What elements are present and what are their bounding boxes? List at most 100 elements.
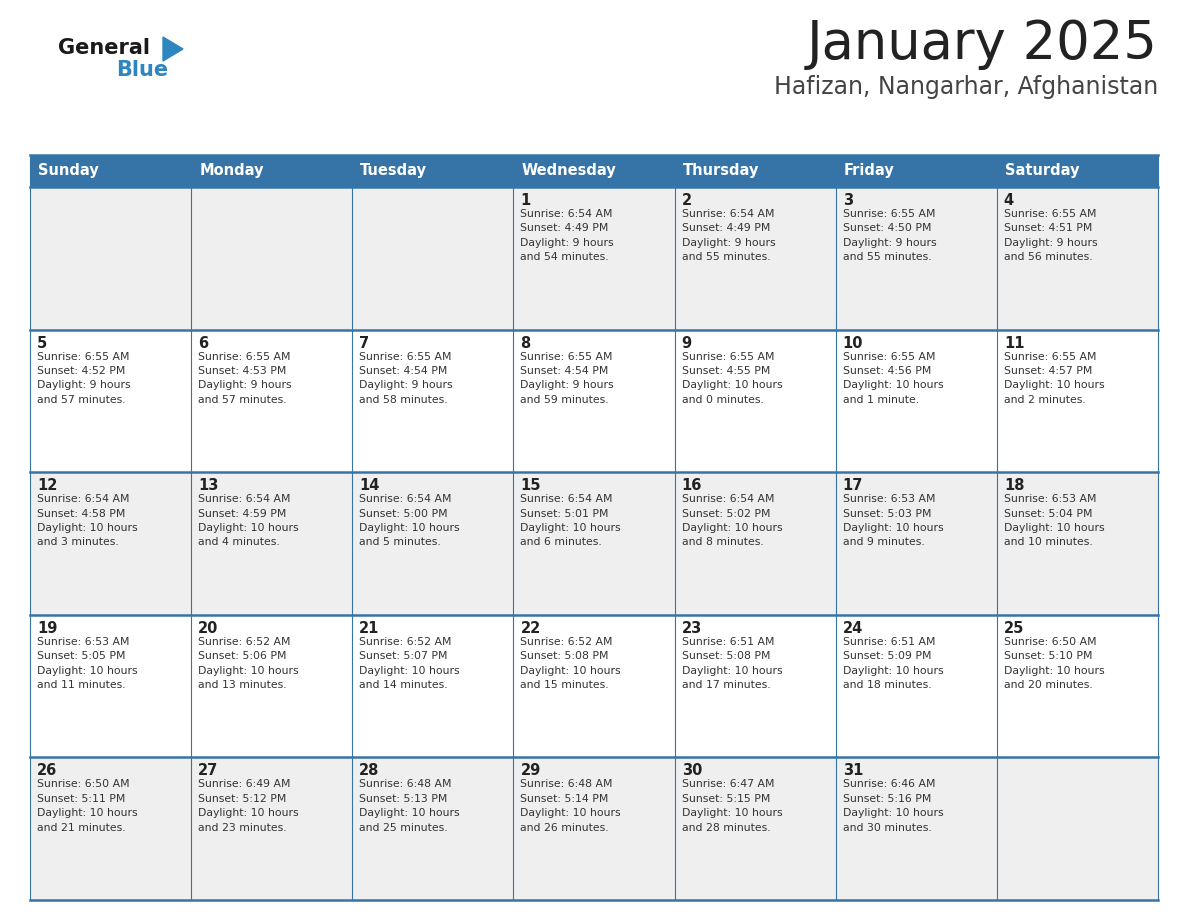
Text: 14: 14 [359, 478, 380, 493]
Bar [353, 472, 513, 615]
Bar [353, 155, 513, 187]
Bar [353, 330, 513, 472]
Bar [353, 615, 513, 757]
Polygon shape [163, 37, 183, 61]
Bar [191, 330, 353, 472]
Text: Sunrise: 6:51 AM
Sunset: 5:08 PM
Daylight: 10 hours
and 17 minutes.: Sunrise: 6:51 AM Sunset: 5:08 PM Dayligh… [682, 637, 782, 690]
Text: 28: 28 [359, 764, 380, 778]
Bar [513, 472, 675, 615]
Bar [30, 187, 191, 330]
Text: 30: 30 [682, 764, 702, 778]
Text: 19: 19 [37, 621, 57, 636]
Bar [513, 155, 675, 187]
Bar [353, 757, 513, 900]
Bar [513, 757, 675, 900]
Text: Tuesday: Tuesday [360, 163, 428, 178]
Text: 4: 4 [1004, 193, 1015, 208]
Text: 15: 15 [520, 478, 541, 493]
Bar [30, 472, 191, 615]
Text: January 2025: January 2025 [807, 18, 1158, 70]
Text: 20: 20 [198, 621, 219, 636]
Text: 2: 2 [682, 193, 691, 208]
Text: 7: 7 [359, 336, 369, 351]
Text: Sunrise: 6:54 AM
Sunset: 5:00 PM
Daylight: 10 hours
and 5 minutes.: Sunrise: 6:54 AM Sunset: 5:00 PM Dayligh… [359, 494, 460, 547]
Bar [997, 615, 1158, 757]
Text: Sunrise: 6:54 AM
Sunset: 4:59 PM
Daylight: 10 hours
and 4 minutes.: Sunrise: 6:54 AM Sunset: 4:59 PM Dayligh… [198, 494, 298, 547]
Bar [30, 330, 191, 472]
Text: Sunrise: 6:55 AM
Sunset: 4:50 PM
Daylight: 9 hours
and 55 minutes.: Sunrise: 6:55 AM Sunset: 4:50 PM Dayligh… [842, 209, 936, 263]
Text: Sunrise: 6:54 AM
Sunset: 4:49 PM
Daylight: 9 hours
and 55 minutes.: Sunrise: 6:54 AM Sunset: 4:49 PM Dayligh… [682, 209, 776, 263]
Text: 5: 5 [37, 336, 48, 351]
Text: Sunrise: 6:53 AM
Sunset: 5:05 PM
Daylight: 10 hours
and 11 minutes.: Sunrise: 6:53 AM Sunset: 5:05 PM Dayligh… [37, 637, 138, 690]
Text: Wednesday: Wednesday [522, 163, 617, 178]
Text: Sunrise: 6:55 AM
Sunset: 4:57 PM
Daylight: 10 hours
and 2 minutes.: Sunrise: 6:55 AM Sunset: 4:57 PM Dayligh… [1004, 352, 1105, 405]
Text: 29: 29 [520, 764, 541, 778]
Text: 27: 27 [198, 764, 219, 778]
Bar [30, 757, 191, 900]
Text: Sunrise: 6:50 AM
Sunset: 5:10 PM
Daylight: 10 hours
and 20 minutes.: Sunrise: 6:50 AM Sunset: 5:10 PM Dayligh… [1004, 637, 1105, 690]
Text: Sunrise: 6:55 AM
Sunset: 4:51 PM
Daylight: 9 hours
and 56 minutes.: Sunrise: 6:55 AM Sunset: 4:51 PM Dayligh… [1004, 209, 1098, 263]
Bar [997, 187, 1158, 330]
Text: Sunrise: 6:48 AM
Sunset: 5:14 PM
Daylight: 10 hours
and 26 minutes.: Sunrise: 6:48 AM Sunset: 5:14 PM Dayligh… [520, 779, 621, 833]
Text: 21: 21 [359, 621, 380, 636]
Text: 3: 3 [842, 193, 853, 208]
Bar [835, 187, 997, 330]
Bar [191, 155, 353, 187]
Text: 11: 11 [1004, 336, 1024, 351]
Text: Blue: Blue [116, 60, 169, 80]
Text: 16: 16 [682, 478, 702, 493]
Bar [835, 155, 997, 187]
Text: 9: 9 [682, 336, 691, 351]
Text: Sunrise: 6:54 AM
Sunset: 5:01 PM
Daylight: 10 hours
and 6 minutes.: Sunrise: 6:54 AM Sunset: 5:01 PM Dayligh… [520, 494, 621, 547]
Text: 26: 26 [37, 764, 57, 778]
Text: General: General [58, 38, 150, 58]
Bar [835, 472, 997, 615]
Bar [191, 757, 353, 900]
Text: Sunrise: 6:55 AM
Sunset: 4:52 PM
Daylight: 9 hours
and 57 minutes.: Sunrise: 6:55 AM Sunset: 4:52 PM Dayligh… [37, 352, 131, 405]
Bar [513, 187, 675, 330]
Bar [997, 472, 1158, 615]
Bar [675, 757, 835, 900]
Text: Sunrise: 6:46 AM
Sunset: 5:16 PM
Daylight: 10 hours
and 30 minutes.: Sunrise: 6:46 AM Sunset: 5:16 PM Dayligh… [842, 779, 943, 833]
Text: Sunrise: 6:50 AM
Sunset: 5:11 PM
Daylight: 10 hours
and 21 minutes.: Sunrise: 6:50 AM Sunset: 5:11 PM Dayligh… [37, 779, 138, 833]
Text: Sunrise: 6:51 AM
Sunset: 5:09 PM
Daylight: 10 hours
and 18 minutes.: Sunrise: 6:51 AM Sunset: 5:09 PM Dayligh… [842, 637, 943, 690]
Text: 31: 31 [842, 764, 864, 778]
Bar [835, 757, 997, 900]
Text: 18: 18 [1004, 478, 1024, 493]
Text: Sunrise: 6:54 AM
Sunset: 5:02 PM
Daylight: 10 hours
and 8 minutes.: Sunrise: 6:54 AM Sunset: 5:02 PM Dayligh… [682, 494, 782, 547]
Bar [513, 330, 675, 472]
Text: Sunday: Sunday [38, 163, 99, 178]
Text: Hafizan, Nangarhar, Afghanistan: Hafizan, Nangarhar, Afghanistan [773, 75, 1158, 99]
Bar [30, 615, 191, 757]
Text: Sunrise: 6:55 AM
Sunset: 4:54 PM
Daylight: 9 hours
and 59 minutes.: Sunrise: 6:55 AM Sunset: 4:54 PM Dayligh… [520, 352, 614, 405]
Text: 17: 17 [842, 478, 864, 493]
Text: Sunrise: 6:54 AM
Sunset: 4:49 PM
Daylight: 9 hours
and 54 minutes.: Sunrise: 6:54 AM Sunset: 4:49 PM Dayligh… [520, 209, 614, 263]
Text: Sunrise: 6:53 AM
Sunset: 5:04 PM
Daylight: 10 hours
and 10 minutes.: Sunrise: 6:53 AM Sunset: 5:04 PM Dayligh… [1004, 494, 1105, 547]
Text: Sunrise: 6:53 AM
Sunset: 5:03 PM
Daylight: 10 hours
and 9 minutes.: Sunrise: 6:53 AM Sunset: 5:03 PM Dayligh… [842, 494, 943, 547]
Text: Sunrise: 6:48 AM
Sunset: 5:13 PM
Daylight: 10 hours
and 25 minutes.: Sunrise: 6:48 AM Sunset: 5:13 PM Dayligh… [359, 779, 460, 833]
Text: Sunrise: 6:55 AM
Sunset: 4:53 PM
Daylight: 9 hours
and 57 minutes.: Sunrise: 6:55 AM Sunset: 4:53 PM Dayligh… [198, 352, 292, 405]
Bar [191, 615, 353, 757]
Text: 23: 23 [682, 621, 702, 636]
Bar [997, 757, 1158, 900]
Bar [675, 615, 835, 757]
Text: Sunrise: 6:52 AM
Sunset: 5:07 PM
Daylight: 10 hours
and 14 minutes.: Sunrise: 6:52 AM Sunset: 5:07 PM Dayligh… [359, 637, 460, 690]
Bar [353, 187, 513, 330]
Bar [30, 155, 191, 187]
Text: 24: 24 [842, 621, 862, 636]
Text: 10: 10 [842, 336, 864, 351]
Text: Sunrise: 6:54 AM
Sunset: 4:58 PM
Daylight: 10 hours
and 3 minutes.: Sunrise: 6:54 AM Sunset: 4:58 PM Dayligh… [37, 494, 138, 547]
Bar [997, 330, 1158, 472]
Text: 8: 8 [520, 336, 531, 351]
Text: 1: 1 [520, 193, 531, 208]
Text: Saturday: Saturday [1005, 163, 1080, 178]
Text: Sunrise: 6:55 AM
Sunset: 4:54 PM
Daylight: 9 hours
and 58 minutes.: Sunrise: 6:55 AM Sunset: 4:54 PM Dayligh… [359, 352, 453, 405]
Text: 22: 22 [520, 621, 541, 636]
Text: Sunrise: 6:49 AM
Sunset: 5:12 PM
Daylight: 10 hours
and 23 minutes.: Sunrise: 6:49 AM Sunset: 5:12 PM Dayligh… [198, 779, 298, 833]
Bar [191, 187, 353, 330]
Text: 13: 13 [198, 478, 219, 493]
Text: Monday: Monday [200, 163, 264, 178]
Bar [675, 330, 835, 472]
Bar [835, 615, 997, 757]
Text: Sunrise: 6:52 AM
Sunset: 5:08 PM
Daylight: 10 hours
and 15 minutes.: Sunrise: 6:52 AM Sunset: 5:08 PM Dayligh… [520, 637, 621, 690]
